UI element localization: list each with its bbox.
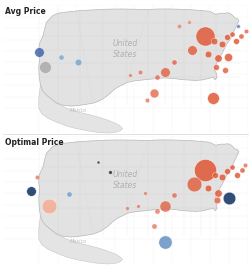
Point [44, 65, 48, 69]
Point [224, 67, 228, 72]
Point [243, 162, 247, 167]
Point [164, 239, 168, 244]
Point [225, 169, 229, 173]
Point [227, 196, 231, 200]
Point [216, 191, 220, 195]
Point [108, 170, 112, 174]
Point [128, 72, 132, 77]
Text: Mexico: Mexico [70, 239, 87, 244]
Point [37, 49, 41, 54]
Point [172, 193, 176, 197]
Point [190, 48, 194, 52]
Point [216, 56, 220, 60]
Point [155, 208, 159, 213]
Text: United
States: United States [112, 39, 138, 59]
Text: Optimal Price: Optimal Price [5, 138, 64, 147]
Point [212, 39, 216, 43]
Point [220, 42, 224, 46]
Point [225, 35, 229, 40]
Point [152, 90, 156, 95]
Point [235, 173, 239, 177]
Text: Avg Price: Avg Price [5, 7, 46, 16]
Point [177, 24, 181, 28]
Point [202, 34, 206, 38]
Point [187, 20, 191, 24]
Point [220, 175, 224, 180]
Point [35, 175, 39, 180]
Text: Mexico: Mexico [70, 108, 87, 113]
Text: United
States: United States [112, 170, 138, 190]
Polygon shape [39, 140, 239, 237]
Point [240, 34, 244, 38]
Point [206, 52, 210, 56]
Point [164, 70, 168, 74]
Point [214, 65, 218, 69]
Point [29, 189, 33, 194]
Point [155, 75, 159, 79]
Text: alternativein.com: alternativein.com [164, 259, 229, 265]
Point [126, 206, 130, 210]
Point [145, 98, 149, 103]
Point [206, 185, 210, 190]
Point [138, 70, 142, 74]
Point [215, 198, 219, 202]
Point [136, 204, 140, 208]
Polygon shape [39, 216, 122, 264]
Point [67, 192, 71, 196]
Point [59, 55, 63, 59]
Point [211, 96, 215, 100]
Polygon shape [39, 9, 239, 106]
Point [236, 24, 240, 28]
Point [244, 29, 248, 33]
Point [226, 55, 230, 59]
Point [213, 173, 217, 177]
Point [240, 167, 244, 172]
Point [192, 182, 196, 186]
Point [142, 191, 146, 195]
Point [172, 60, 176, 64]
Polygon shape [39, 85, 122, 133]
Point [202, 167, 206, 172]
Point [47, 204, 51, 208]
Point [164, 204, 168, 208]
Point [230, 165, 234, 169]
Point [96, 160, 100, 164]
Point [230, 31, 234, 36]
Point [152, 224, 156, 228]
Point [76, 60, 80, 64]
Point [234, 39, 238, 43]
